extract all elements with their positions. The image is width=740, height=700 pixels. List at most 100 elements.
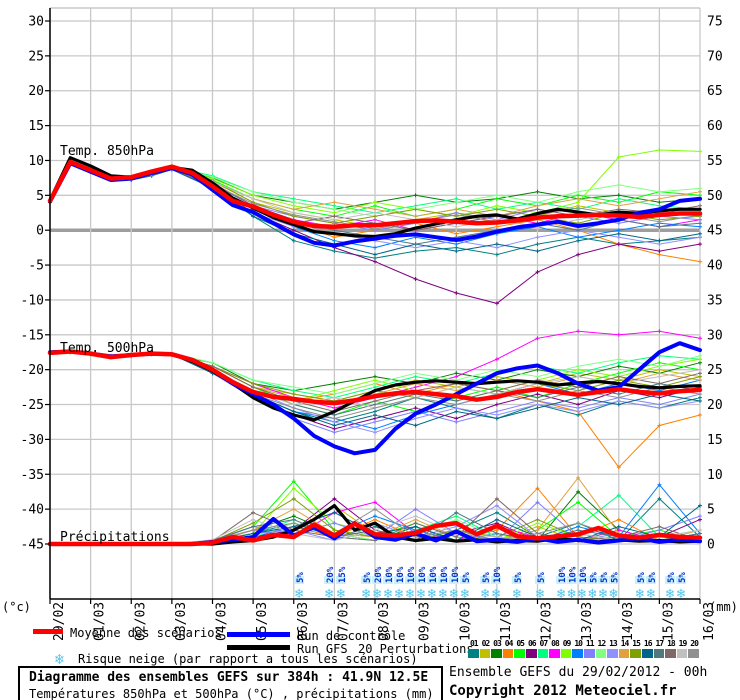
svg-text:10: 10 [28, 154, 44, 169]
mean-line-swatch [33, 629, 63, 634]
snowflake-icon: ❄ [395, 586, 404, 602]
snow-risk-pct: 5% [462, 572, 472, 583]
snowflake-icon: ❄ [373, 586, 382, 602]
x-date-label: 14/03 [621, 602, 636, 641]
perturbation-number: 18 [667, 639, 676, 648]
perturbation-color-swatch [525, 649, 537, 658]
svg-text:55: 55 [707, 154, 723, 169]
snowflake-icon: ❄ [325, 586, 334, 602]
snowflake-icon: ❄ [567, 586, 576, 602]
snow-risk-pct: 5% [363, 572, 373, 583]
perturbation-number: 10 [574, 639, 583, 648]
perturbation-number: 02 [481, 639, 491, 648]
perturbation-key-item: 06 [525, 639, 538, 658]
perturbation-number: 01 [469, 639, 479, 648]
snow-risk-pct: 10% [451, 566, 461, 583]
snow-risk-pct: 10% [569, 566, 579, 583]
snowflake-icon: ❄ [647, 586, 656, 602]
snowflake-icon: ❄ [557, 586, 566, 602]
svg-text:-40: -40 [21, 503, 44, 518]
perturbation-key-item: 07 [537, 639, 550, 658]
perturbation-key-item: 09 [560, 639, 573, 658]
x-date-label: 07/03 [336, 602, 351, 641]
svg-text:-35: -35 [21, 468, 44, 483]
perturbation-color-swatch [583, 649, 595, 658]
perturbation-color-swatch [676, 649, 688, 658]
x-date-label: 01/03 [93, 602, 108, 641]
label-precipitations: Précipitations [60, 530, 170, 545]
snow-risk-pct: 20% [326, 566, 336, 583]
mean-t500 [47, 349, 703, 406]
perturbation-key-item: 18 [665, 639, 677, 658]
svg-text:20: 20 [707, 398, 723, 413]
x-date-label: 08/03 [377, 602, 392, 641]
perturbation-color-swatch [653, 649, 665, 658]
snow-risk-pct: 5% [667, 572, 677, 583]
snow-risk-pct: 10% [385, 566, 395, 583]
perturbation-number: 03 [493, 639, 502, 648]
snow-risk-pct: 10% [493, 566, 503, 583]
perturbation-key-item: 10 [572, 639, 584, 658]
right-axis-unit: (mm) [709, 600, 738, 614]
mean-t850 [47, 159, 703, 229]
perturbation-number: 13 [609, 639, 618, 648]
snowflake-icon: ❄ [55, 650, 65, 668]
snowflake-icon: ❄ [588, 586, 597, 602]
legend-snow-label: Risque neige (par rapport a tous les scé… [78, 652, 418, 666]
snowflake-icon: ❄ [513, 586, 522, 602]
svg-text:45: 45 [707, 224, 723, 239]
perturbation-color-swatch [502, 649, 514, 658]
perturbation-number: 17 [655, 639, 664, 648]
snow-risk-pct: 10% [579, 566, 589, 583]
snowflake-icon: ❄ [337, 586, 346, 602]
label-temp-850: Temp. 850hPa [60, 144, 154, 159]
svg-text:15: 15 [28, 119, 44, 134]
svg-text:70: 70 [707, 49, 723, 64]
perturbation-key-item: 13 [607, 639, 619, 658]
perturbation-color-swatch [572, 649, 583, 658]
snow-risk-pct: 10% [429, 566, 439, 583]
snowflake-icon: ❄ [461, 586, 470, 602]
label-temp-500: Temp. 500hPa [60, 341, 154, 356]
perturbation-number: 14 [620, 639, 630, 648]
snow-risk-pct: 10% [396, 566, 406, 583]
perturbation-number: 08 [551, 639, 560, 648]
perturbation-key-item: 15 [630, 639, 642, 658]
perturbation-key-item: 04 [502, 639, 515, 658]
perturbation-key-item: 12 [595, 639, 608, 658]
snow-risk-pct: 10% [418, 566, 428, 583]
diagram-title-box: Diagramme des ensembles GEFS sur 384h : … [18, 666, 443, 700]
snowflake-icon: ❄ [666, 586, 675, 602]
perturbation-key-item: 19 [676, 639, 689, 658]
control-line-swatch [227, 632, 290, 637]
x-date-label: 05/03 [255, 602, 270, 641]
snow-risk-pct: 10% [558, 566, 568, 583]
snowflake-icon: ❄ [636, 586, 645, 602]
left-axis-unit: (°c) [2, 600, 31, 614]
svg-text:35: 35 [707, 293, 723, 308]
snowflake-icon: ❄ [481, 586, 490, 602]
perturbation-color-swatch [514, 649, 525, 658]
perturbation-key-item: 02 [479, 639, 492, 658]
perturbation-number: 11 [585, 639, 595, 648]
snow-risk-pct: 10% [407, 566, 417, 583]
mean-prec [47, 520, 703, 547]
x-date-label: 29/02 [52, 602, 67, 641]
perturbation-color-swatch [688, 649, 699, 658]
x-date-label: 12/03 [540, 602, 555, 641]
x-date-label: 04/03 [215, 602, 230, 641]
perturbation-key-item: 11 [583, 639, 596, 658]
perturbation-color-swatch [595, 649, 607, 658]
perturbation-number: 06 [527, 639, 537, 648]
svg-text:0: 0 [707, 537, 715, 552]
snowflake-icon: ❄ [439, 586, 448, 602]
perturbation-color-swatch [641, 649, 653, 658]
snowflake-icon: ❄ [599, 586, 608, 602]
copyright: Copyright 2012 Meteociel.fr [449, 683, 677, 699]
snow-risk-pct: 5% [589, 572, 599, 583]
perturbation-key-item: 16 [641, 639, 654, 658]
perturbation-number: 12 [597, 639, 607, 648]
perturbation-number: 09 [562, 639, 572, 648]
perturbation-number: 04 [504, 639, 514, 648]
